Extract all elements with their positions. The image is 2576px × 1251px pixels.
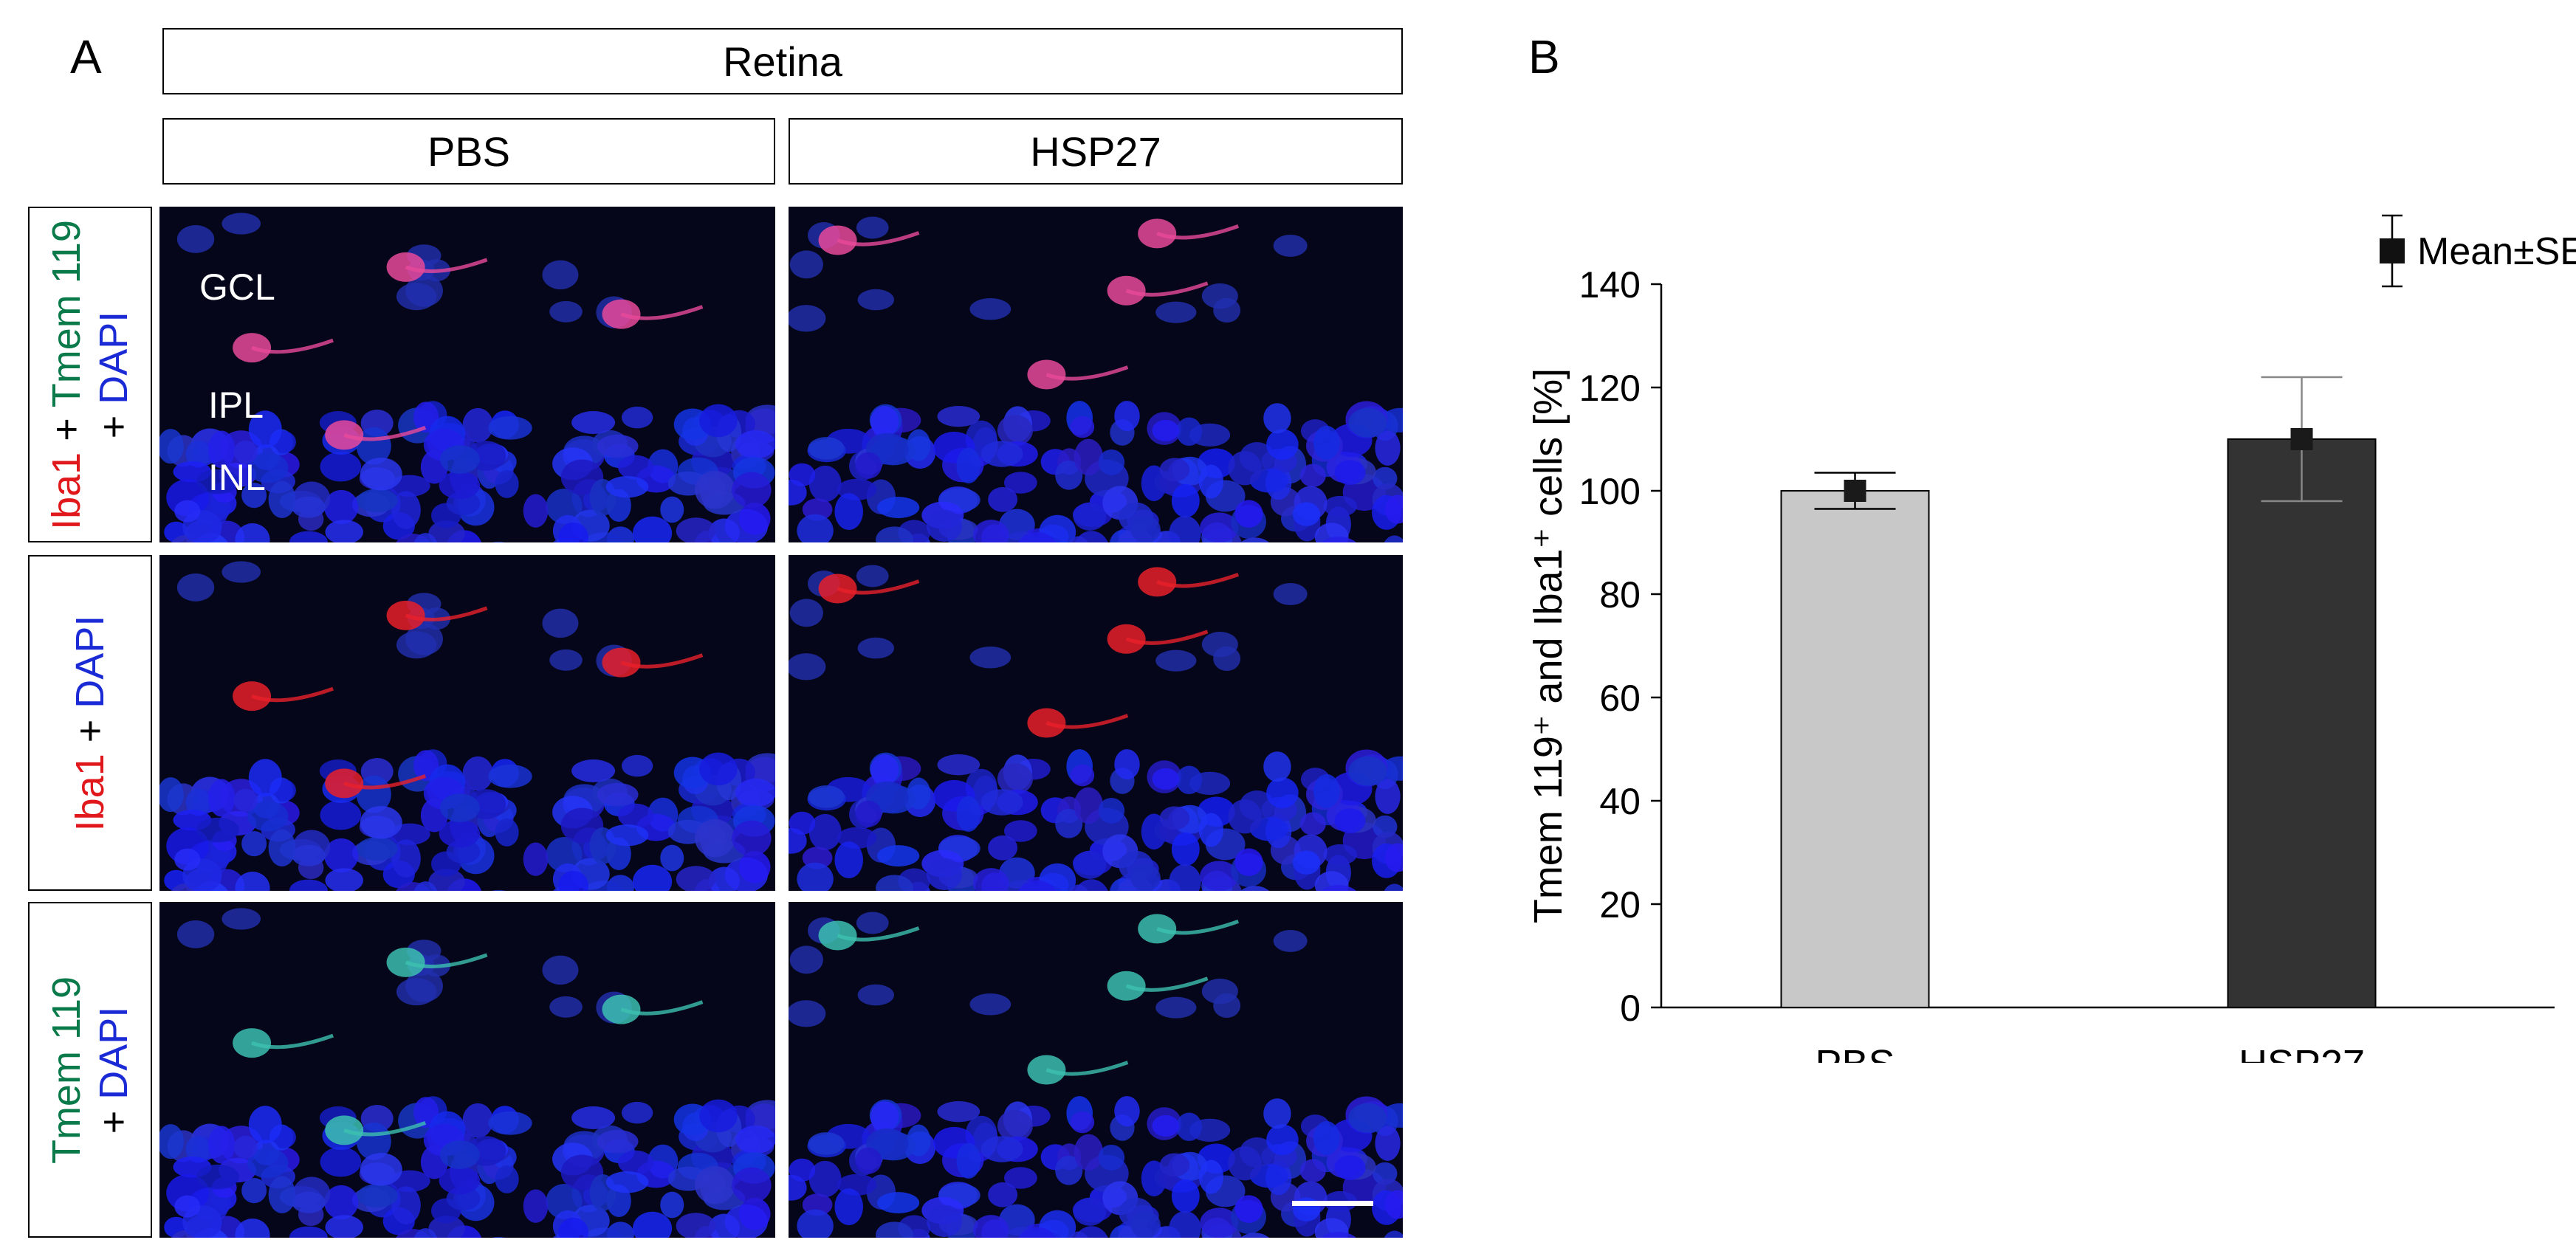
row-label-text: DAPI: [92, 1006, 136, 1100]
mean-marker: [2290, 428, 2313, 450]
tissue-header: Retina: [162, 28, 1403, 94]
row-label-text: +: [68, 708, 112, 754]
micrograph-hsp27-merge: [789, 207, 1403, 542]
row-label-text: Tmem 119: [44, 219, 89, 407]
layer-label-ipl: IPL: [208, 385, 264, 426]
micrograph-pbs-iba1: [159, 555, 775, 891]
row-label-merge: Iba1 + Tmem 119 + DAPI: [28, 207, 152, 542]
bar-hsp27: [2227, 438, 2377, 1008]
mean-marker: [1844, 480, 1866, 502]
y-tick-label: 40: [1599, 781, 1641, 822]
row-label-text: +: [44, 407, 89, 452]
row-label-text: Tmem 119: [44, 976, 89, 1164]
row-label-text: DAPI: [92, 311, 136, 404]
micrograph-pbs-tmem: [159, 902, 775, 1238]
y-tick-label: 60: [1599, 678, 1641, 719]
y-tick-label: 0: [1620, 988, 1641, 1029]
y-axis-label: Tmem 119⁺ and Iba1⁺ cells [%]: [1526, 368, 1570, 923]
row-label-text: +: [92, 404, 136, 438]
y-tick-label: 100: [1579, 471, 1641, 512]
row-label-iba1-dapi: Iba1 + DAPI: [28, 555, 152, 891]
row-label-text: +: [92, 1099, 136, 1134]
bar-pbs: [1780, 490, 1930, 1008]
micrograph-pbs-merge: [159, 207, 775, 542]
y-tick-label: 80: [1599, 574, 1641, 616]
row-label-text: DAPI: [68, 615, 112, 709]
x-tick-label: PBS: [1815, 1042, 1895, 1063]
micrograph-hsp27-iba1: [789, 555, 1403, 891]
x-tick-label: HSP27: [2239, 1042, 2365, 1063]
layer-label-gcl: GCL: [199, 266, 275, 308]
panel-b-letter: B: [1528, 30, 1560, 83]
row-label-text: Iba1: [44, 452, 89, 530]
column-header-pbs: PBS: [162, 118, 775, 185]
column-header-hsp27: HSP27: [789, 118, 1403, 185]
legend-label: Mean±SEM: [2417, 230, 2576, 273]
row-label-text: Iba1: [68, 753, 112, 831]
panel-a-letter: A: [70, 30, 102, 83]
row-label-tmem-dapi: Tmem 119 + DAPI: [28, 902, 152, 1238]
y-tick-label: 20: [1599, 884, 1641, 926]
layer-label-inl: INL: [208, 457, 266, 498]
micrograph-hsp27-tmem: [789, 902, 1403, 1238]
bar-chart: 0 20 40 60 80 100 120 140 PBS HSP27 Tmem 119⁺ and …: [1526, 214, 2576, 1063]
y-tick-label: 120: [1579, 368, 1641, 409]
legend-marker: [2380, 238, 2405, 263]
y-tick-label: 140: [1579, 264, 1641, 306]
